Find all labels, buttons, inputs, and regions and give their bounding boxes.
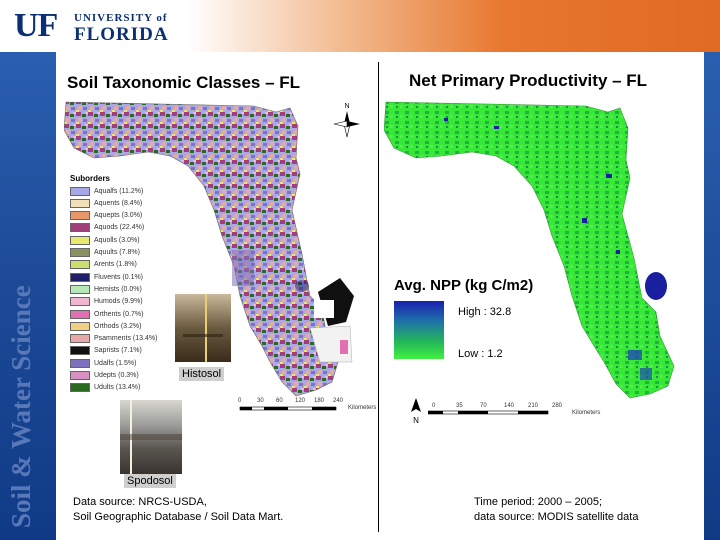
scale-unit-label: Kilometers bbox=[348, 405, 377, 411]
legend-label: Aqualfs (11.2%) bbox=[94, 187, 144, 195]
npp-scale-bar bbox=[428, 410, 549, 415]
legend-swatch bbox=[70, 334, 90, 344]
logo-uf: UF bbox=[14, 7, 58, 44]
npp-high-label: High : 32.8 bbox=[458, 306, 512, 318]
legend-swatch bbox=[70, 309, 90, 319]
right-panel-title: Net Primary Productivity – FL bbox=[409, 71, 648, 90]
legend-swatch bbox=[70, 198, 90, 208]
legend-swatch bbox=[70, 284, 90, 294]
scale-tick-label: 30 bbox=[257, 398, 264, 404]
npp-legend-title: Avg. NPP (kg C/m2) bbox=[394, 277, 534, 294]
legend-label: Aquents (8.4%) bbox=[94, 199, 143, 207]
npp-period-line2: data source: MODIS satellite data bbox=[474, 511, 639, 523]
scale-tick-label: 240 bbox=[333, 398, 344, 404]
npp-north-arrow-icon: N bbox=[411, 398, 421, 425]
npp-low-label: Low : 1.2 bbox=[458, 348, 503, 360]
legend-label: Aquepts (3.0%) bbox=[94, 212, 143, 220]
legend-label: Aquods (22.4%) bbox=[94, 224, 145, 232]
right-band bbox=[704, 52, 720, 540]
legend-swatch bbox=[70, 297, 90, 307]
scale-tick-label: 210 bbox=[528, 403, 539, 409]
npp-map[interactable] bbox=[384, 100, 694, 400]
legend-item: Aqualfs (11.2%) bbox=[70, 186, 143, 196]
legend-swatch bbox=[70, 186, 90, 196]
header-banner: UF UNIVERSITY of FLORIDA bbox=[0, 0, 720, 52]
north-label: N bbox=[344, 103, 349, 110]
scale-tick-label: 70 bbox=[480, 403, 487, 409]
scale-tick-label: 180 bbox=[314, 398, 325, 404]
soil-legend-title: Suborders bbox=[70, 174, 111, 183]
legend-swatch bbox=[70, 248, 90, 257]
legend-label: Orthods (3.2%) bbox=[94, 322, 142, 330]
scale-tick-label: 0 bbox=[238, 398, 242, 404]
sidebar-band bbox=[0, 52, 56, 540]
spodosol-image bbox=[120, 400, 182, 474]
scale-tick-label: 35 bbox=[456, 403, 463, 409]
legend-item: Udepts (0.3%) bbox=[70, 371, 139, 381]
legend-swatch bbox=[70, 358, 90, 368]
legend-label: Udults (13.4%) bbox=[94, 384, 141, 392]
legend-label: Aquolls (3.0%) bbox=[94, 236, 140, 244]
scale-tick-label: 60 bbox=[276, 398, 283, 404]
histosol-image bbox=[183, 294, 223, 362]
left-panel-title: Soil Taxonomic Classes – FL bbox=[67, 73, 301, 92]
legend-item: Udults (13.4%) bbox=[70, 383, 140, 393]
legend-label: Udepts (0.3%) bbox=[94, 372, 139, 379]
legend-item: Psamments (13.4%) bbox=[70, 334, 157, 344]
scale-tick-label: 120 bbox=[295, 398, 306, 404]
legend-label: Udalfs (1.5%) bbox=[94, 359, 137, 367]
scale-unit-label: Kilometers bbox=[572, 410, 601, 416]
legend-item: Arents (1.8%) bbox=[70, 260, 137, 270]
legend-swatch bbox=[70, 235, 90, 245]
scale-tick-label: 140 bbox=[504, 403, 515, 409]
legend-label: Psamments (13.4%) bbox=[94, 335, 158, 343]
legend-swatch bbox=[70, 272, 90, 282]
soil-source-line2: Soil Geographic Database / Soil Data Mar… bbox=[73, 511, 284, 523]
legend-swatch bbox=[70, 321, 90, 331]
legend-label: Hemists (0.0%) bbox=[94, 285, 142, 293]
soil-map[interactable] bbox=[64, 100, 364, 400]
legend-swatch bbox=[70, 383, 90, 393]
legend-swatch bbox=[70, 211, 90, 221]
legend-swatch bbox=[70, 223, 90, 233]
legend-item: Aquods (22.4%) bbox=[70, 223, 144, 233]
legend-item: Hemists (0.0%) bbox=[70, 284, 142, 294]
legend-item: Fluvents (0.1%) bbox=[70, 272, 143, 282]
panel-divider bbox=[378, 62, 379, 532]
legend-label: Orthents (0.7%) bbox=[94, 310, 144, 318]
north-arrow-icon: N bbox=[333, 103, 360, 138]
legend-item: Aquults (7.8%) bbox=[70, 248, 140, 258]
legend-item: Aquents (8.4%) bbox=[70, 198, 142, 208]
npp-period-line1: Time period: 2000 – 2005; bbox=[474, 496, 603, 508]
scale-tick-label: 0 bbox=[432, 403, 436, 409]
legend-item: Aquolls (3.0%) bbox=[70, 235, 140, 245]
legend-item: Udalfs (1.5%) bbox=[70, 358, 136, 368]
legend-label: Saprists (7.1%) bbox=[94, 347, 142, 355]
legend-item: Humods (9.9%) bbox=[70, 297, 143, 307]
legend-item: Saprists (7.1%) bbox=[70, 346, 142, 356]
sidebar-vertical-text: Soil & Water Science bbox=[6, 285, 36, 528]
legend-label: Aquults (7.8%) bbox=[94, 249, 140, 256]
legend-label: Fluvents (0.1%) bbox=[94, 273, 144, 281]
npp-north-label: N bbox=[413, 416, 419, 425]
npp-color-ramp bbox=[394, 301, 444, 359]
soil-source-line1: Data source: NRCS-USDA, bbox=[73, 496, 207, 508]
legend-swatch bbox=[70, 371, 90, 380]
legend-label: Arents (1.8%) bbox=[94, 261, 137, 269]
logo-university-of: UNIVERSITY of bbox=[74, 12, 168, 24]
legend-label: Humods (9.9%) bbox=[94, 298, 143, 306]
legend-item: Orthents (0.7%) bbox=[70, 309, 143, 319]
scale-tick-label: 280 bbox=[552, 403, 563, 409]
legend-swatch bbox=[70, 346, 90, 356]
legend-swatch bbox=[70, 260, 90, 270]
histosol-caption: Histosol bbox=[179, 367, 225, 381]
spodosol-caption: Spodosol bbox=[124, 474, 176, 488]
spodosol-photo bbox=[120, 400, 182, 474]
legend-item: Aquepts (3.0%) bbox=[70, 211, 142, 221]
histosol-photo bbox=[175, 294, 231, 362]
logo-florida: FLORIDA bbox=[74, 24, 169, 45]
legend-item: Orthods (3.2%) bbox=[70, 321, 141, 331]
soil-scale-bar bbox=[239, 406, 337, 411]
